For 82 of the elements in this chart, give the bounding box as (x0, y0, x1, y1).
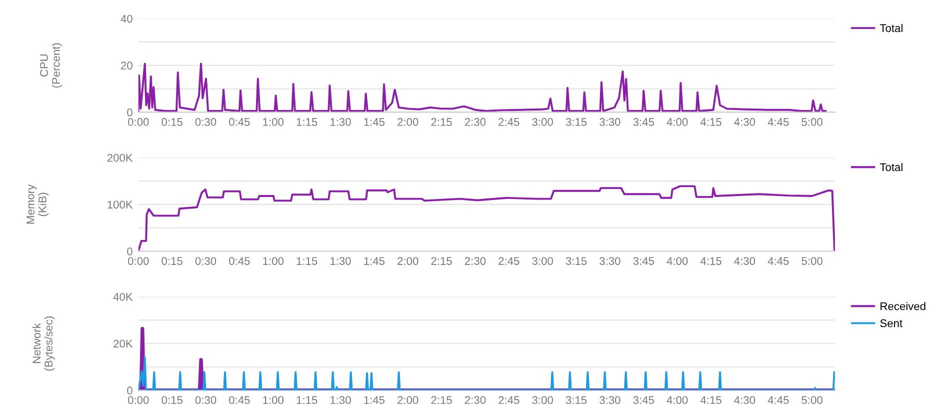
line-series (138, 62, 826, 112)
x-tick-label: 4:30 (734, 396, 756, 404)
y-tick-label: 20K (114, 340, 133, 348)
x-tick-label: 2:30 (464, 118, 486, 126)
x-tick-label: 3:30 (600, 118, 620, 126)
x-tick-label: 1:30 (330, 257, 351, 265)
x-tick-label: 1:30 (330, 396, 351, 404)
x-tick-label: 0:45 (229, 257, 250, 265)
legend-label: Sent (880, 319, 902, 328)
x-tick-label: 2:30 (464, 257, 486, 265)
y-tick-label: 40 (120, 14, 132, 23)
x-tick-label: 4:45 (768, 257, 789, 265)
x-tick-label: 2:45 (498, 118, 520, 126)
line-series (138, 356, 835, 390)
x-tick-label: 0:15 (162, 257, 182, 265)
x-tick-label: 0:00 (128, 396, 149, 404)
x-tick-label: 4:30 (734, 257, 756, 265)
x-tick-label: 2:00 (398, 118, 418, 126)
x-tick-label: 4:00 (666, 257, 688, 265)
x-tick-label: 2:00 (398, 396, 418, 404)
x-tick-label: 0:30 (195, 396, 216, 404)
x-tick-label: 0:30 (195, 118, 216, 126)
x-tick-label: 4:00 (666, 118, 688, 126)
x-tick-label: 4:15 (700, 257, 722, 265)
x-tick-label: 3:00 (532, 396, 553, 404)
x-tick-label: 2:00 (398, 257, 418, 265)
x-tick-label: 0:00 (128, 118, 149, 126)
x-tick-label: 3:45 (633, 396, 654, 404)
x-tick-label: 3:15 (566, 396, 587, 404)
x-tick-label: 2:15 (431, 118, 452, 126)
x-tick-label: 4:45 (768, 396, 789, 404)
x-tick-label: 1:00 (263, 118, 284, 126)
line-series (138, 185, 835, 252)
x-tick-label: 2:45 (498, 257, 520, 265)
x-tick-label: 4:00 (666, 396, 688, 404)
x-tick-label: 4:45 (768, 118, 789, 126)
y-axis-title: Memory (KiB) (26, 184, 49, 224)
x-tick-label: 3:00 (532, 118, 553, 126)
y-tick-label: 100K (108, 200, 133, 209)
x-tick-label: 2:30 (464, 396, 486, 404)
x-tick-label: 0:45 (229, 396, 250, 404)
x-tick-label: 2:15 (431, 396, 452, 404)
x-tick-label: 3:00 (532, 257, 553, 265)
x-tick-label: 1:45 (364, 257, 385, 265)
y-axis-title: CPU (Percent) (40, 43, 62, 88)
y-tick-label: 0 (127, 108, 132, 116)
x-tick-label: 1:00 (263, 396, 284, 404)
x-tick-label: 3:30 (600, 257, 620, 265)
y-tick-label: 0 (127, 248, 132, 256)
x-tick-label: 3:30 (600, 396, 620, 404)
x-tick-label: 5:00 (802, 396, 822, 404)
x-tick-label: 1:15 (296, 257, 318, 265)
x-tick-label: 3:15 (566, 118, 587, 126)
x-tick-label: 0:45 (229, 118, 250, 126)
x-tick-label: 1:00 (263, 257, 284, 265)
x-tick-label: 4:15 (700, 118, 722, 126)
x-tick-label: 1:45 (364, 118, 385, 126)
x-tick-label: 3:45 (633, 257, 654, 265)
x-tick-label: 0:15 (162, 396, 182, 404)
legend-label: Total (880, 162, 902, 172)
x-tick-label: 1:15 (296, 396, 318, 404)
x-tick-label: 2:15 (431, 257, 452, 265)
x-tick-label: 0:15 (162, 118, 182, 126)
y-tick-label: 40K (113, 292, 133, 301)
y-tick-label: 20 (121, 62, 132, 70)
x-tick-label: 1:30 (330, 118, 351, 126)
y-tick-label: 200K (107, 154, 133, 162)
x-tick-label: 0:00 (128, 257, 149, 265)
x-tick-label: 3:15 (566, 257, 587, 265)
x-tick-label: 3:45 (633, 118, 654, 126)
y-tick-label: 0 (127, 386, 132, 394)
x-tick-label: 1:15 (296, 118, 318, 126)
x-tick-label: 4:15 (700, 396, 722, 404)
y-axis-title: Network (Bytes/sec) (32, 316, 55, 371)
legend-label: Received (880, 302, 926, 310)
legend-label: Total (880, 24, 902, 32)
x-tick-label: 1:45 (364, 396, 385, 404)
x-tick-label: 2:45 (498, 396, 520, 404)
x-tick-label: 4:30 (734, 118, 756, 126)
x-tick-label: 5:00 (802, 257, 822, 265)
x-tick-label: 0:30 (195, 257, 216, 265)
x-tick-label: 5:00 (802, 118, 822, 126)
